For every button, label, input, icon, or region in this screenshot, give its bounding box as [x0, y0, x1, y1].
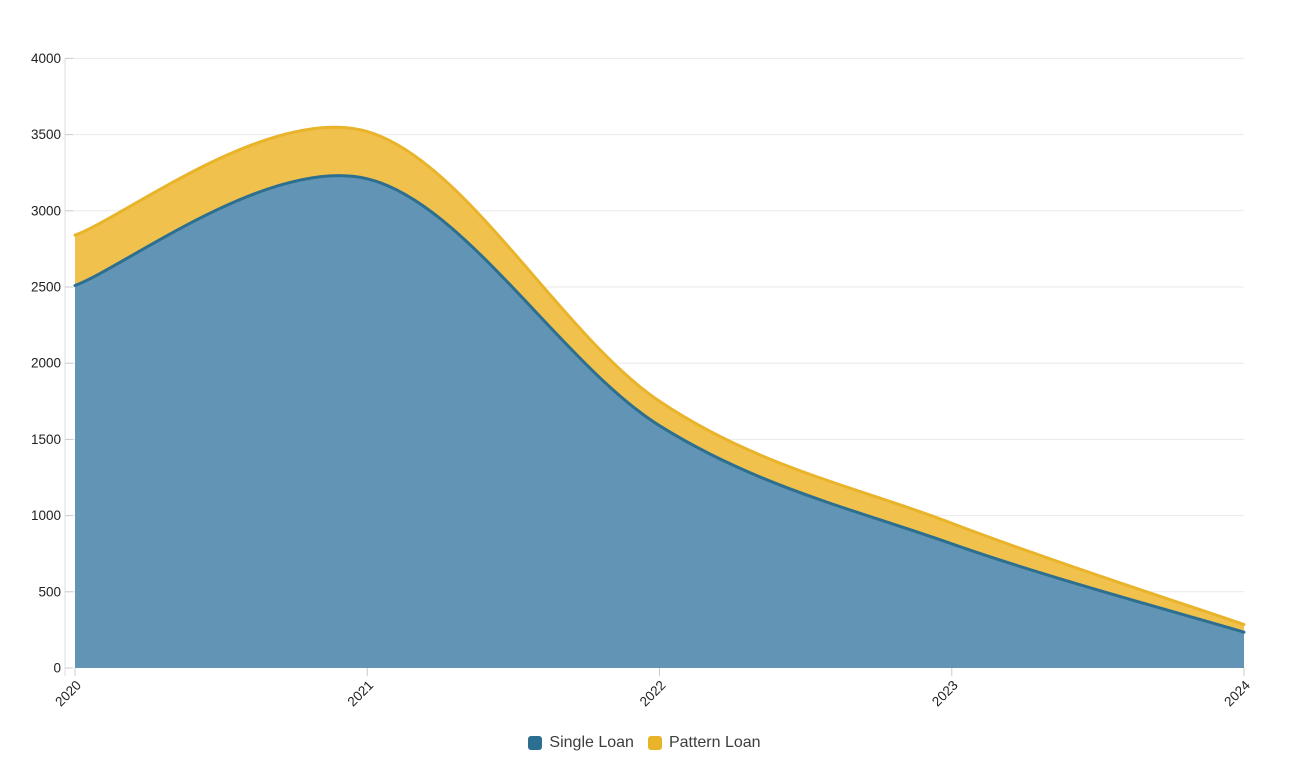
x-axis-label: 2022: [637, 678, 669, 710]
pattern-loan-legend-swatch-icon: [647, 736, 662, 750]
x-axis-label: 2023: [929, 678, 961, 710]
legend-item-single-loan[interactable]: Single Loan: [528, 735, 634, 751]
y-axis-label: 2500: [31, 280, 61, 295]
chart-legend: Single Loan Pattern Loan: [0, 735, 1289, 751]
pattern-loan-line: [73, 125, 1246, 627]
single-loan-legend-swatch-icon: [528, 736, 543, 750]
y-axis-label: 3500: [31, 127, 61, 142]
y-axis-label: 4000: [31, 51, 61, 66]
single-loan-line: [73, 174, 1246, 634]
y-axis-label: 0: [53, 661, 61, 676]
y-axis-label: 1500: [31, 432, 61, 447]
y-axis-label: 1000: [31, 508, 61, 523]
y-axis-label: 3000: [31, 203, 61, 218]
pattern-loan-legend-label: Pattern Loan: [668, 734, 761, 751]
y-axis-label: 500: [38, 584, 61, 599]
x-axis-label: 2021: [345, 678, 377, 710]
legend-item-pattern-loan[interactable]: Pattern Loan: [647, 734, 761, 751]
x-axis-label: 2024: [1221, 677, 1253, 709]
y-axis-label: 2000: [31, 356, 61, 371]
single-loan-legend-label: Single Loan: [549, 734, 634, 751]
x-axis-label: 2020: [52, 678, 84, 710]
